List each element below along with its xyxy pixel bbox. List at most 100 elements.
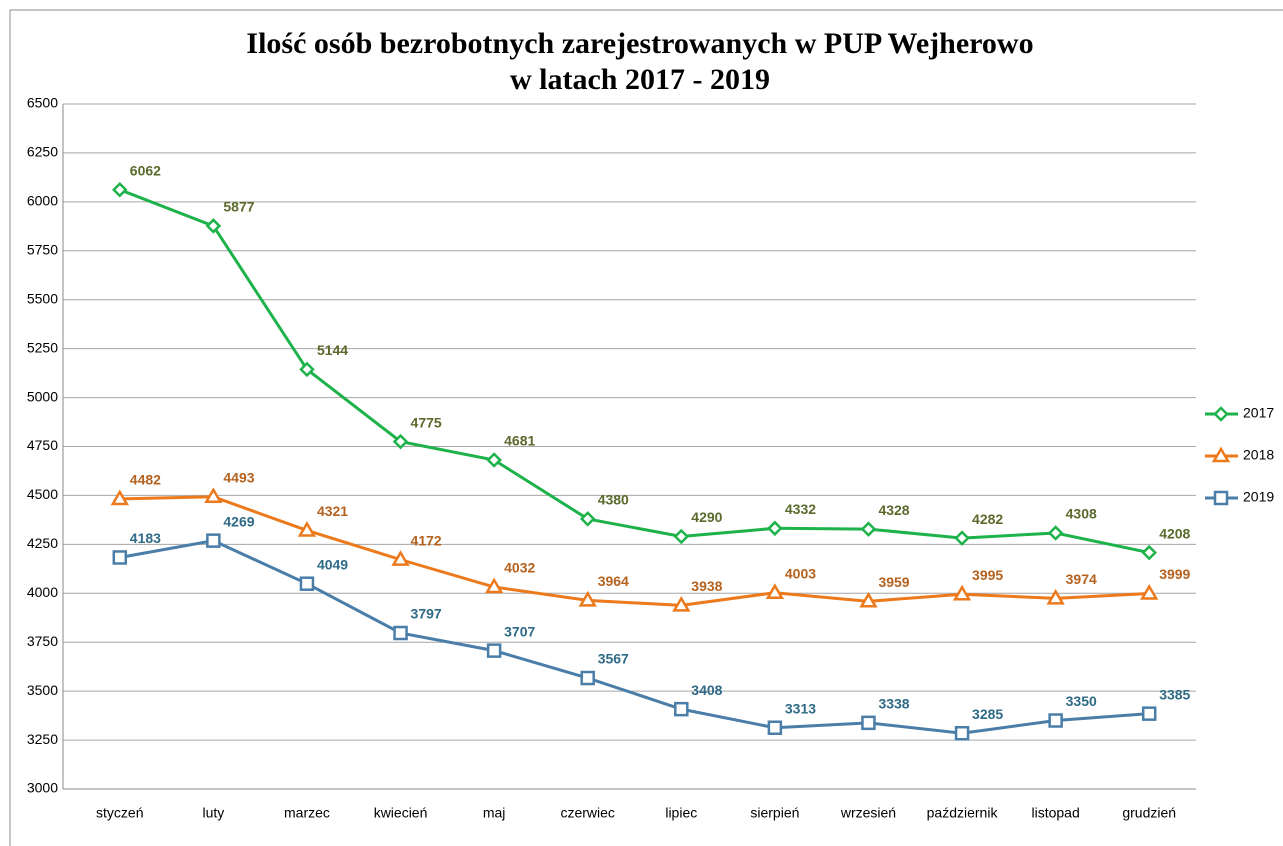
x-tick-label: marzec — [284, 805, 330, 821]
x-tick-label: listopad — [1031, 805, 1079, 821]
series-line — [119, 495, 1150, 607]
marker — [674, 701, 689, 717]
marker — [1047, 525, 1064, 541]
x-tick-label: luty — [202, 805, 224, 821]
marker — [112, 181, 128, 198]
x-tick-label: maj — [483, 805, 506, 821]
marker — [393, 625, 408, 641]
data-label: 3964 — [598, 573, 629, 589]
x-tick-label: grudzień — [1122, 805, 1176, 821]
legend-label: 2018 — [1243, 447, 1274, 463]
marker — [1141, 706, 1157, 721]
data-label: 4003 — [785, 565, 816, 581]
x-tick-label: październik — [927, 805, 999, 821]
marker — [861, 715, 876, 731]
data-label: 4775 — [411, 414, 442, 430]
y-tick-label: 6250 — [27, 144, 58, 160]
x-tick-label: lipiec — [665, 805, 697, 821]
marker — [391, 550, 410, 566]
y-tick-label: 4750 — [27, 437, 58, 453]
marker — [579, 511, 596, 527]
y-tick-label: 4000 — [27, 584, 58, 600]
data-label: 4032 — [504, 560, 535, 576]
y-tick-label: 6000 — [27, 193, 58, 209]
marker — [952, 584, 972, 601]
data-label: 4328 — [878, 502, 909, 518]
marker — [859, 591, 878, 608]
data-label: 3995 — [972, 567, 1003, 583]
data-label: 3567 — [598, 651, 629, 667]
y-tick-label: 3000 — [27, 780, 58, 796]
series-line — [119, 539, 1150, 735]
marker — [1140, 584, 1159, 600]
data-label: 4208 — [1159, 525, 1190, 541]
y-tick-label: 5250 — [27, 339, 58, 355]
y-tick-label: 6500 — [27, 95, 58, 111]
y-tick-label: 5500 — [27, 290, 58, 306]
data-label: 4321 — [317, 503, 348, 519]
data-label: 4681 — [504, 433, 535, 449]
marker — [486, 452, 502, 468]
data-label: 3385 — [1159, 686, 1190, 702]
marker — [299, 361, 315, 378]
data-label: 5877 — [223, 199, 254, 215]
marker — [860, 521, 877, 537]
y-tick-label: 3500 — [27, 682, 58, 698]
y-tick-label: 5000 — [27, 388, 58, 404]
marker — [580, 670, 595, 686]
x-tick-label: kwiecień — [374, 805, 428, 821]
marker — [767, 720, 783, 735]
data-label: 3338 — [878, 696, 909, 712]
x-tick-label: czerwiec — [560, 805, 614, 821]
data-label: 4308 — [1066, 506, 1097, 522]
marker — [112, 550, 128, 565]
x-tick-label: sierpień — [750, 805, 799, 821]
data-label: 4493 — [223, 470, 254, 486]
data-label: 3313 — [785, 700, 816, 716]
x-tick-label: wrzesień — [840, 805, 896, 821]
data-label: 6062 — [130, 162, 161, 178]
marker — [954, 530, 970, 546]
marker — [767, 520, 783, 537]
marker — [1048, 713, 1063, 728]
marker — [297, 520, 317, 537]
data-label: 3938 — [691, 578, 722, 594]
marker — [484, 577, 504, 594]
marker — [765, 583, 785, 599]
data-label: 4482 — [130, 472, 161, 488]
marker — [672, 595, 691, 612]
legend-label: 2019 — [1243, 489, 1274, 505]
marker — [1046, 588, 1065, 605]
data-label: 4290 — [691, 509, 722, 525]
chart-title: Ilość osób bezrobotnych zarejestrowanych… — [246, 27, 1033, 60]
data-label: 4183 — [130, 530, 161, 546]
data-label: 3408 — [691, 682, 722, 698]
marker — [578, 590, 597, 607]
data-label: 3285 — [972, 706, 1003, 722]
marker — [206, 533, 221, 548]
legend-marker — [1213, 406, 1229, 422]
data-label: 3959 — [878, 574, 909, 590]
chart-title: w latach 2017 - 2019 — [510, 63, 770, 96]
series-line — [119, 188, 1150, 555]
marker — [954, 725, 970, 741]
marker — [486, 643, 502, 658]
marker — [673, 528, 690, 545]
data-label: 4049 — [317, 556, 348, 572]
legend-marker — [1213, 490, 1229, 506]
marker — [205, 218, 222, 234]
y-tick-label: 3750 — [27, 633, 58, 649]
x-tick-label: styczeń — [96, 805, 143, 821]
legend-marker — [1211, 446, 1231, 463]
y-tick-label: 4500 — [27, 486, 58, 502]
data-label: 4172 — [411, 532, 442, 548]
data-label: 4269 — [223, 513, 254, 529]
marker — [392, 433, 409, 450]
marker — [299, 576, 315, 591]
y-tick-label: 4250 — [27, 535, 58, 551]
marker — [110, 489, 129, 506]
data-label: 3350 — [1066, 693, 1097, 709]
legend-label: 2017 — [1243, 405, 1274, 421]
marker — [1141, 544, 1157, 561]
